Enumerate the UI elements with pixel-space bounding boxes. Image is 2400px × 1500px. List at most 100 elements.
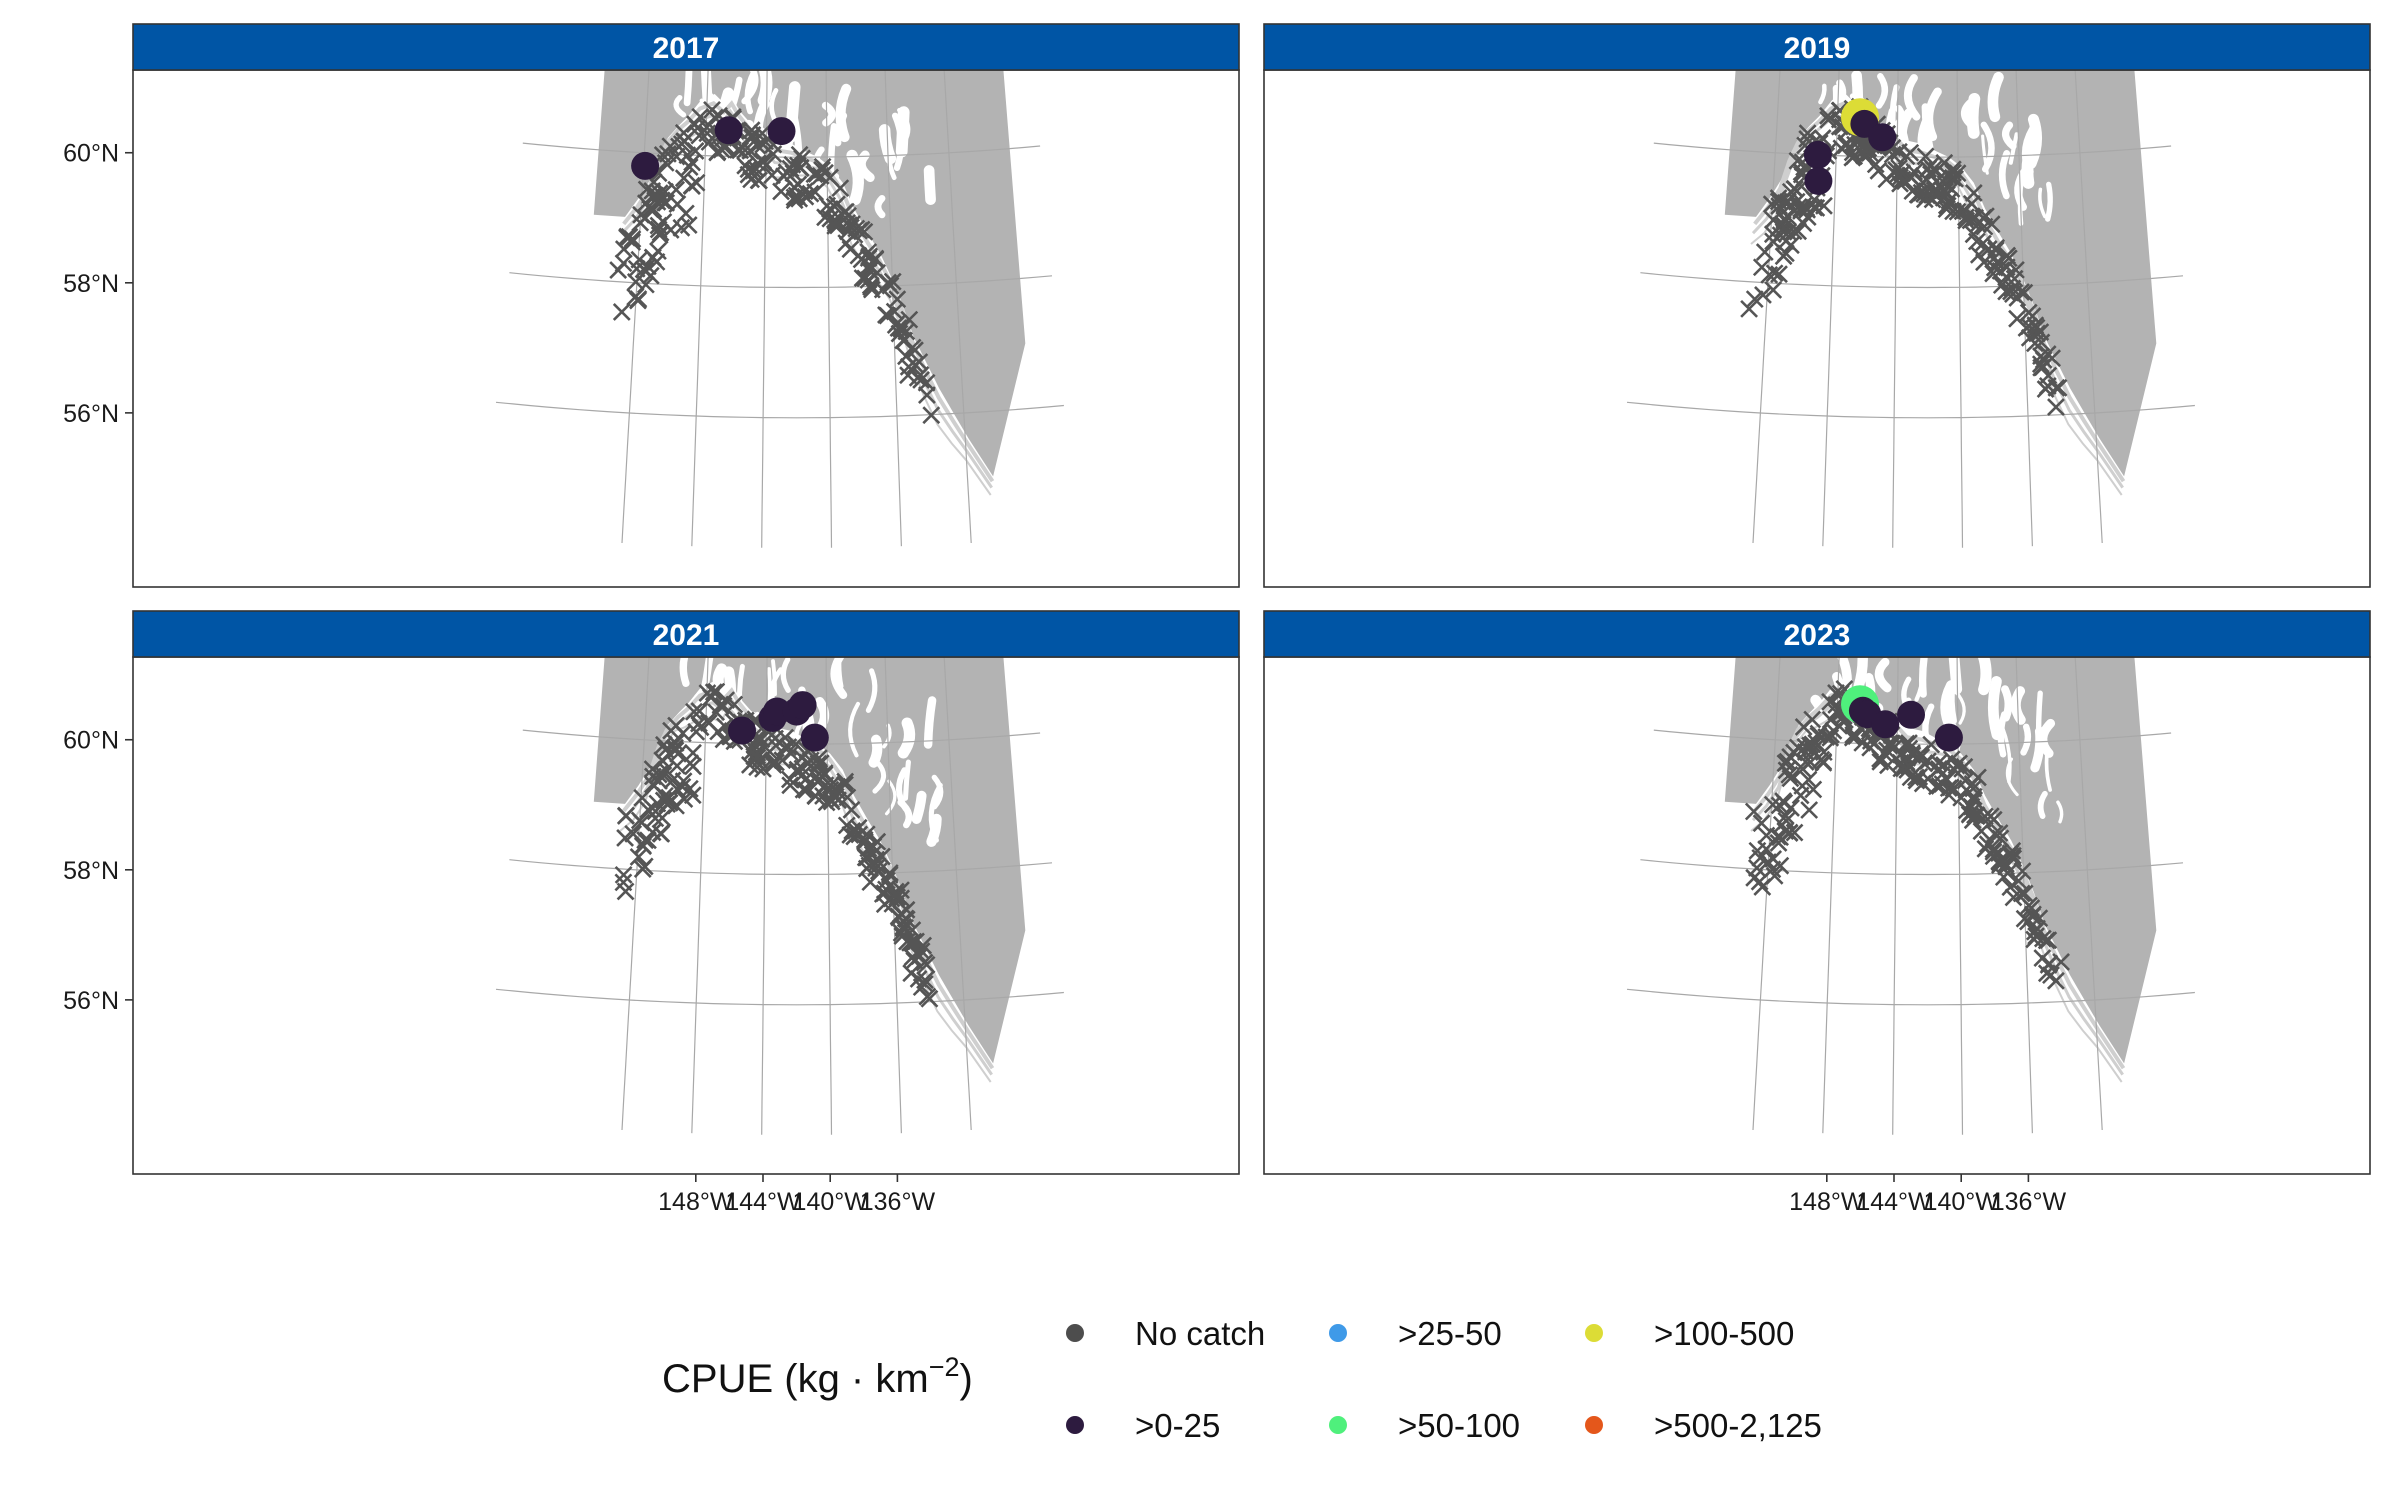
no-catch-marker [920,989,939,1008]
no-catch-marker [1788,151,1807,170]
legend: CPUE (kg · km−2) No catch >0-25 >25-50 >50-… [662,1315,1822,1444]
no-catch-marker [2033,929,2052,948]
meridian-line [2015,657,2033,1134]
no-catch-marker [2015,884,2034,903]
no-catch-marker [620,227,639,246]
no-catch-marker [1893,164,1912,183]
inlet [1904,74,1921,121]
no-catch-marker [2013,862,2032,881]
no-catch-marker [1780,824,1799,843]
meridian-line [1956,657,1964,1135]
inlet [911,790,927,824]
no-catch-marker [654,791,673,810]
no-catch-marker [662,721,680,740]
x-tick-label: 136°W [860,1188,936,1216]
inlet [923,165,936,205]
no-catch-marker [1798,208,1817,226]
no-catch-marker [1779,192,1797,211]
no-catch-marker [643,760,662,779]
inlet [902,759,911,801]
meridian-line [825,657,833,1135]
no-catch-marker [856,269,875,288]
no-catch-marker [1765,264,1784,283]
no-catch-marker [847,821,865,840]
legend-swatch [1585,1416,1603,1434]
meridian-line [943,70,972,544]
depth-contour [622,100,995,483]
no-catch-marker [859,249,878,267]
no-catch-marker [1948,202,1967,221]
meridian-line [1752,70,1781,544]
inlet [2020,723,2032,756]
catch-point [1871,710,1900,739]
meridian-line [825,70,833,548]
no-catch-marker [638,257,657,276]
inlet [886,154,897,181]
inlet [2037,790,2048,819]
no-catch-marker [669,744,687,763]
legend-item-none: No catch [1066,1315,1265,1352]
inlet [2044,747,2052,792]
no-catch-marker [1969,768,1987,787]
no-catch-marker [736,156,755,175]
inlet [1948,657,1963,695]
catch-point [1804,167,1833,195]
no-catch-marker [1781,769,1800,788]
catch-stations [728,691,829,752]
no-catch-marker [1781,748,1800,766]
no-catch-marker [1944,163,1962,182]
no-catch-marker [836,772,855,791]
no-catch-marker [1764,281,1783,299]
parallel-line [495,988,1064,1006]
no-catch-marker [793,765,812,784]
parallel-line [509,859,1053,876]
no-catch-marker [1791,786,1810,805]
no-catch-marker [897,347,915,366]
meridian-line [1892,70,1899,548]
no-catch-marker [810,770,829,789]
no-catch-marker [798,753,817,772]
inlet [874,194,886,219]
parallel-line [509,272,1053,289]
no-catch-marker [1757,826,1776,845]
no-catch-marker [1784,222,1803,241]
catch-point [800,723,829,752]
no-catch-marker [2030,909,2049,928]
no-catch-marker [1775,211,1794,229]
no-catch-marker [616,882,635,901]
facet-label: 2017 [653,32,720,65]
x-tick-label: 144°W [725,1188,801,1216]
y-tick-label: 58°N [63,270,119,298]
legend-label: >25-50 [1398,1315,1502,1352]
no-catch-marker [1764,232,1782,251]
inlet [1818,83,1827,105]
catch-stations [631,116,796,180]
inlet [1987,676,2003,741]
no-catch-marker [907,932,925,951]
inlet [1875,73,1889,109]
no-catch-marker [1800,801,1819,819]
no-catch-marker [1819,110,1838,129]
legend-label: >0-25 [1135,1407,1220,1444]
no-catch-marker [773,751,792,770]
no-catch-marker [881,276,900,295]
inlet [897,717,916,759]
no-catch-marker [855,222,874,241]
inlet [1987,71,2004,123]
no-catch-marker [1861,738,1880,757]
facet-strip [1263,23,2371,71]
no-catch-marker [743,126,762,144]
meridian-line [621,657,650,1131]
no-catch-marker [763,166,781,185]
inlet [1980,121,1995,173]
parallel-line [495,401,1064,419]
no-catch-marker [1932,765,1951,784]
inlet [771,659,777,697]
inlet [897,799,913,829]
no-catch-marker [614,865,633,884]
no-catch-marker [686,115,704,134]
catch-point [1868,123,1897,152]
legend-title-main: CPUE (kg · km [662,1357,929,1401]
